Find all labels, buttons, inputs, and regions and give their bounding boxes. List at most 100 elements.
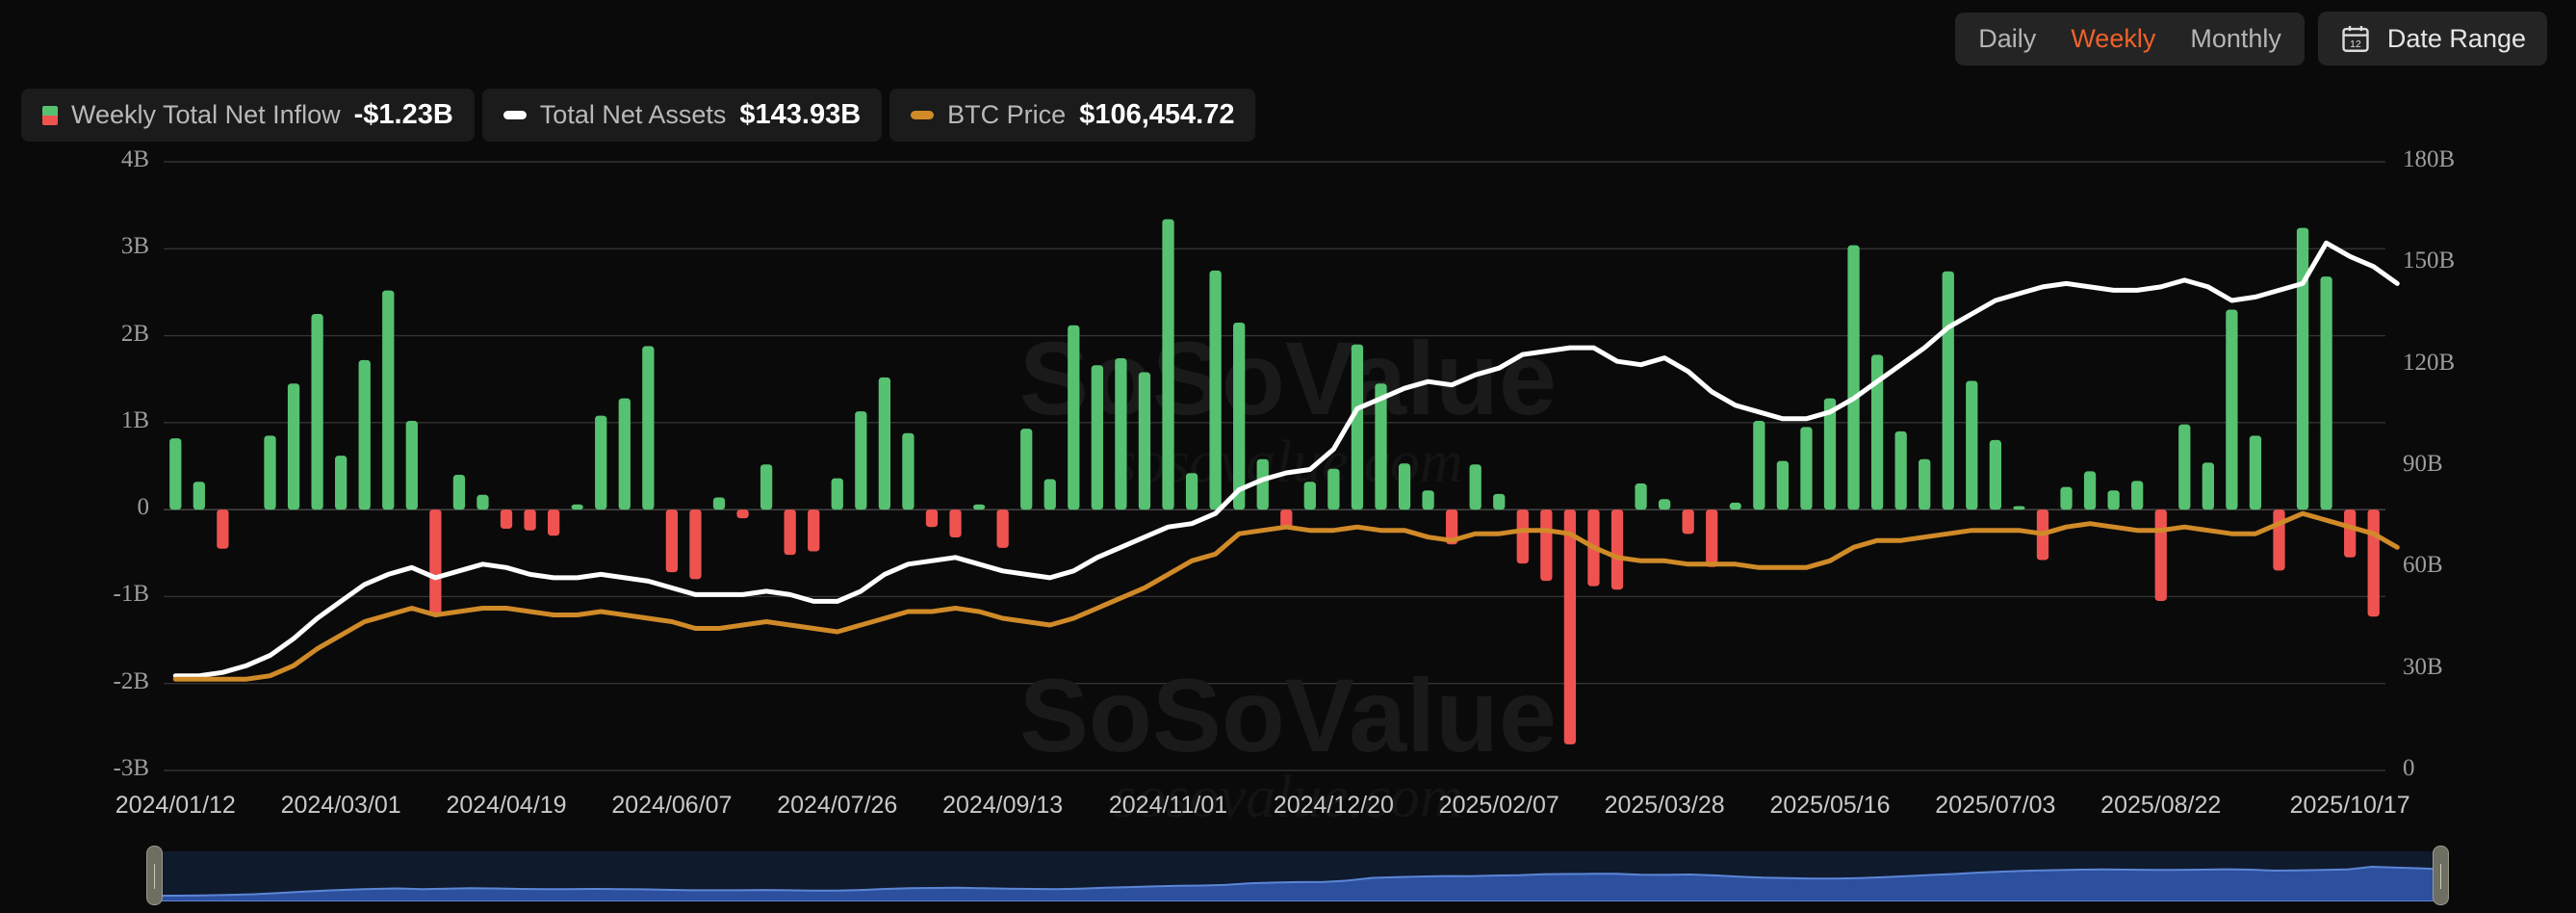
bar[interactable] bbox=[1540, 509, 1553, 582]
bar[interactable] bbox=[902, 432, 914, 510]
bar[interactable] bbox=[571, 504, 583, 510]
bar[interactable] bbox=[2131, 481, 2144, 510]
bar[interactable] bbox=[1303, 482, 1316, 510]
bar[interactable] bbox=[689, 509, 702, 580]
bar[interactable] bbox=[452, 475, 466, 510]
bar[interactable] bbox=[2273, 509, 2285, 571]
range-scrollbar[interactable] bbox=[0, 838, 2576, 913]
bar[interactable] bbox=[524, 509, 536, 531]
bar[interactable] bbox=[2226, 309, 2238, 510]
bar[interactable] bbox=[2107, 490, 2120, 510]
bar[interactable] bbox=[996, 509, 1009, 548]
bar[interactable] bbox=[1870, 354, 1884, 510]
bar[interactable] bbox=[477, 494, 489, 510]
bar[interactable] bbox=[949, 509, 962, 538]
bar[interactable] bbox=[547, 509, 560, 536]
bar[interactable] bbox=[618, 398, 631, 510]
bar[interactable] bbox=[2320, 276, 2332, 510]
bar[interactable] bbox=[1516, 509, 1529, 564]
bar[interactable] bbox=[311, 314, 323, 510]
bar[interactable] bbox=[335, 456, 348, 510]
bar[interactable] bbox=[2083, 471, 2097, 510]
bar[interactable] bbox=[1658, 499, 1671, 510]
chart-plot-area[interactable]: SoSoValue sosovalue.com SoSoValue sosovalue… bbox=[0, 144, 2576, 838]
date-range-button[interactable]: 12 Date Range bbox=[2317, 12, 2547, 65]
granularity-daily[interactable]: Daily bbox=[1978, 23, 2037, 53]
range-handle-right[interactable] bbox=[2433, 846, 2449, 905]
bar[interactable] bbox=[855, 411, 867, 510]
bar[interactable] bbox=[808, 509, 820, 552]
bar[interactable] bbox=[1162, 219, 1174, 510]
bar[interactable] bbox=[1209, 270, 1222, 510]
range-handle-left[interactable] bbox=[146, 846, 163, 905]
bar[interactable] bbox=[1776, 460, 1790, 510]
bar[interactable] bbox=[405, 421, 418, 510]
bar[interactable] bbox=[1706, 509, 1718, 567]
bar[interactable] bbox=[831, 478, 843, 510]
bar[interactable] bbox=[358, 359, 371, 510]
bar[interactable] bbox=[1185, 473, 1198, 510]
bar[interactable] bbox=[1894, 430, 1907, 510]
bar[interactable] bbox=[1610, 509, 1624, 590]
bar[interactable] bbox=[382, 290, 395, 510]
bar[interactable] bbox=[2060, 486, 2073, 510]
bar[interactable] bbox=[925, 509, 939, 528]
bar[interactable] bbox=[264, 435, 276, 510]
bar[interactable] bbox=[712, 497, 726, 510]
bar[interactable] bbox=[1563, 509, 1577, 744]
bar[interactable] bbox=[1233, 323, 1246, 510]
bar[interactable] bbox=[1068, 325, 1080, 510]
range-preview[interactable] bbox=[153, 851, 2446, 902]
bar[interactable] bbox=[1942, 271, 1954, 510]
bar[interactable] bbox=[1115, 358, 1127, 510]
bar[interactable] bbox=[1469, 464, 1481, 510]
bar[interactable] bbox=[429, 509, 442, 614]
bar[interactable] bbox=[1847, 245, 1860, 510]
bar[interactable] bbox=[595, 415, 607, 510]
bar[interactable] bbox=[878, 377, 891, 510]
bar[interactable] bbox=[2202, 462, 2214, 510]
bar[interactable] bbox=[1043, 479, 1056, 510]
bar[interactable] bbox=[1398, 463, 1411, 510]
bar[interactable] bbox=[2013, 506, 2025, 510]
bar[interactable] bbox=[169, 438, 182, 510]
bar[interactable] bbox=[2178, 424, 2191, 510]
bar[interactable] bbox=[642, 346, 655, 510]
bar[interactable] bbox=[193, 482, 205, 510]
bar[interactable] bbox=[1351, 344, 1364, 510]
bar[interactable] bbox=[1635, 483, 1647, 510]
bar[interactable] bbox=[1919, 458, 1931, 510]
bar[interactable] bbox=[784, 509, 796, 556]
bar[interactable] bbox=[1280, 509, 1293, 530]
bar[interactable] bbox=[1446, 509, 1458, 545]
bar[interactable] bbox=[665, 509, 679, 573]
bar[interactable] bbox=[1753, 421, 1765, 510]
bar[interactable] bbox=[1682, 509, 1694, 535]
bar[interactable] bbox=[287, 383, 300, 510]
bar[interactable] bbox=[1327, 468, 1340, 510]
legend-item-btc-price[interactable]: BTC Price $106,454.72 bbox=[889, 89, 1256, 142]
bar[interactable] bbox=[760, 464, 773, 510]
bar[interactable] bbox=[1020, 429, 1033, 510]
bar[interactable] bbox=[736, 509, 749, 519]
granularity-toggle-group[interactable]: Daily Weekly Monthly bbox=[1955, 12, 2305, 65]
bar[interactable] bbox=[2296, 227, 2309, 510]
bar[interactable] bbox=[2344, 509, 2357, 558]
bar[interactable] bbox=[1823, 398, 1837, 510]
bar[interactable] bbox=[972, 504, 986, 510]
bar[interactable] bbox=[2367, 509, 2380, 617]
bar[interactable] bbox=[1091, 365, 1103, 510]
granularity-monthly[interactable]: Monthly bbox=[2190, 23, 2281, 53]
bar[interactable] bbox=[1966, 380, 1978, 510]
bar[interactable] bbox=[2249, 435, 2262, 510]
bar[interactable] bbox=[1138, 372, 1151, 510]
bar[interactable] bbox=[1729, 502, 1741, 510]
bar[interactable] bbox=[500, 509, 513, 530]
legend-item-total-net-assets[interactable]: Total Net Assets $143.93B bbox=[481, 89, 883, 142]
legend-item-net-inflow[interactable]: Weekly Total Net Inflow -$1.23B bbox=[21, 89, 475, 142]
bar[interactable] bbox=[1375, 383, 1387, 510]
bar[interactable] bbox=[1800, 427, 1813, 510]
granularity-weekly[interactable]: Weekly bbox=[2071, 23, 2156, 53]
bar[interactable] bbox=[217, 509, 229, 549]
chart-canvas[interactable]: SoSoValuesosovalue.comSoSoValuesosovalue… bbox=[0, 144, 2576, 838]
